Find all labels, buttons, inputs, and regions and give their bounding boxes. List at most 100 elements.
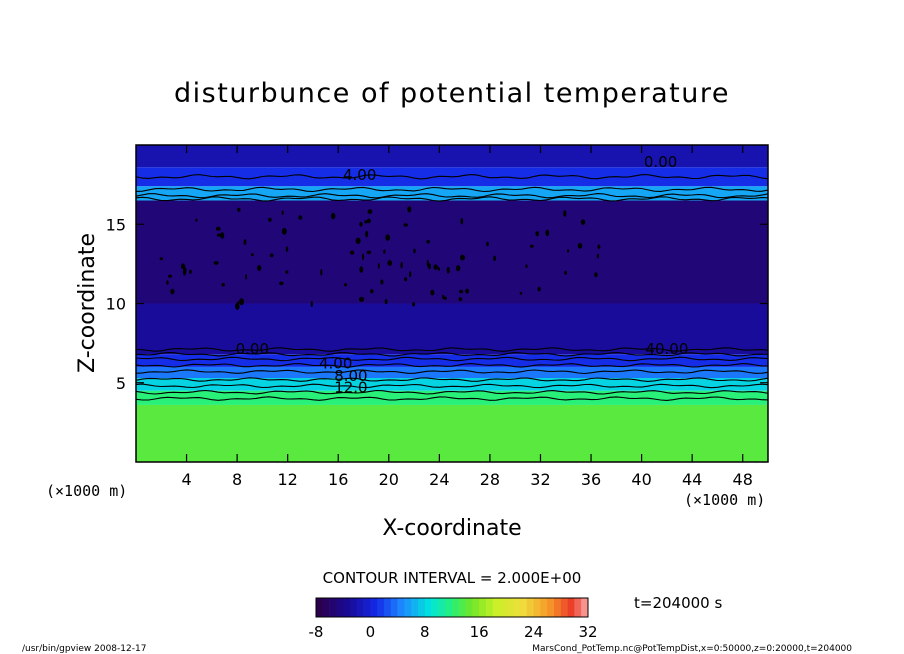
colorbar-cell [513, 598, 521, 617]
contour-line [135, 174, 769, 180]
contour-line [135, 396, 769, 401]
contour-blob [430, 289, 435, 296]
contour-blob [237, 207, 241, 212]
field-layer [136, 303, 768, 355]
x-tick-label: 8 [232, 470, 242, 489]
contour-blob [331, 212, 336, 220]
colorbar-cell [370, 598, 378, 617]
contour-line [135, 186, 769, 193]
colorbar-cell [411, 598, 419, 617]
colorbar-tick-label: 8 [420, 623, 430, 641]
x-tick-label: 24 [429, 470, 449, 489]
x-tick-label: 36 [581, 470, 601, 489]
contour-blob [442, 294, 445, 299]
x-tick-label: 32 [530, 470, 550, 489]
contour-blob [413, 248, 416, 254]
colorbar-tick-label: -8 [309, 623, 324, 641]
contour-interval-text: CONTOUR INTERVAL = 2.000E+00 [323, 569, 582, 587]
colored-field [136, 145, 768, 462]
contour-blob [459, 289, 464, 294]
contour-blob [269, 253, 274, 258]
x-tick-label: 44 [682, 470, 702, 489]
y-tick-label: 10 [106, 295, 126, 314]
contour-blob [310, 301, 313, 307]
colorbar-cell [316, 598, 324, 617]
colorbar-cell [520, 598, 528, 617]
contour-blob [580, 219, 586, 225]
colorbar-cell [438, 598, 446, 617]
contour-blob [537, 286, 541, 292]
x-axis-unit-left: (×1000 m) [46, 482, 127, 500]
y-tick-label: 15 [106, 215, 126, 234]
colorbar-cell [581, 598, 589, 617]
colorbar-cell [472, 598, 480, 617]
colorbar-cell [567, 598, 575, 617]
colorbar-cell [560, 598, 568, 617]
colorbar-cell [533, 598, 541, 617]
contour-blob [281, 210, 284, 215]
y-tick-label: 5 [116, 374, 126, 393]
contour-label: 4.00 [343, 166, 376, 184]
contour-blob [166, 280, 169, 285]
contour-blob [170, 288, 175, 295]
chart-title: disturbunce of potential temperature [174, 78, 730, 109]
contour-line [135, 196, 769, 202]
colorbar-cell [554, 598, 562, 617]
contour-line [135, 369, 769, 375]
contour-blob [535, 231, 539, 237]
time-text: t=204000 s [634, 594, 722, 612]
contour-label: 0.00 [644, 153, 677, 171]
contour-blob [404, 277, 408, 282]
colorbar-cell [377, 598, 385, 617]
contour-blob [383, 249, 386, 254]
colorbar [315, 597, 589, 618]
colorbar-cell [465, 598, 473, 617]
contour-blob [367, 218, 371, 224]
colorbar-tick-label: 24 [524, 623, 543, 641]
contour-label: 4.00 [319, 355, 352, 373]
contour-blob [443, 296, 447, 300]
contour-blob [530, 244, 534, 248]
contour-blob [285, 270, 289, 274]
colorbar-cell [322, 598, 330, 617]
contour-label: 12.0 [334, 378, 367, 396]
contour-blob [268, 217, 272, 222]
contour-line [135, 347, 769, 352]
x-axis-unit-right: (×1000 m) [684, 491, 765, 509]
contour-line [135, 383, 769, 389]
x-tick-label: 28 [480, 470, 500, 489]
field-layer [136, 186, 768, 201]
contour-blob [220, 232, 225, 239]
contour-blob [458, 297, 463, 302]
colorbar-frame [315, 597, 589, 618]
colorbar-cell [479, 598, 487, 617]
contour-blob [486, 241, 489, 247]
contour-blob [407, 206, 412, 213]
contour-label: 0.00 [236, 340, 269, 358]
contour-blob [400, 261, 403, 269]
contour-blob [567, 249, 570, 253]
contour-line [135, 356, 769, 362]
x-tick-label: 4 [181, 470, 191, 489]
contour-blob [213, 261, 219, 265]
x-axis-ticks: 4 8 12 16 20 24 28 32 36 40 44 48 [181, 145, 753, 489]
x-tick-label: 20 [379, 470, 399, 489]
contour-blob [182, 268, 187, 276]
contour-blob [387, 260, 393, 266]
contour-blob [355, 237, 361, 244]
contour-label: 8.00 [334, 367, 367, 385]
contour-lines [135, 174, 769, 401]
colorbar-cell [526, 598, 534, 617]
contour-blob [243, 239, 247, 246]
contour-blob [215, 226, 221, 231]
contour-blob [343, 283, 348, 287]
colorbar-tick-label: 32 [578, 623, 597, 641]
contour-blob [433, 264, 438, 271]
contour-blob [493, 255, 496, 262]
colorbar-cell [574, 598, 582, 617]
contour-blob [596, 253, 600, 259]
colorbar-cell [431, 598, 439, 617]
contour-blob [597, 244, 601, 249]
